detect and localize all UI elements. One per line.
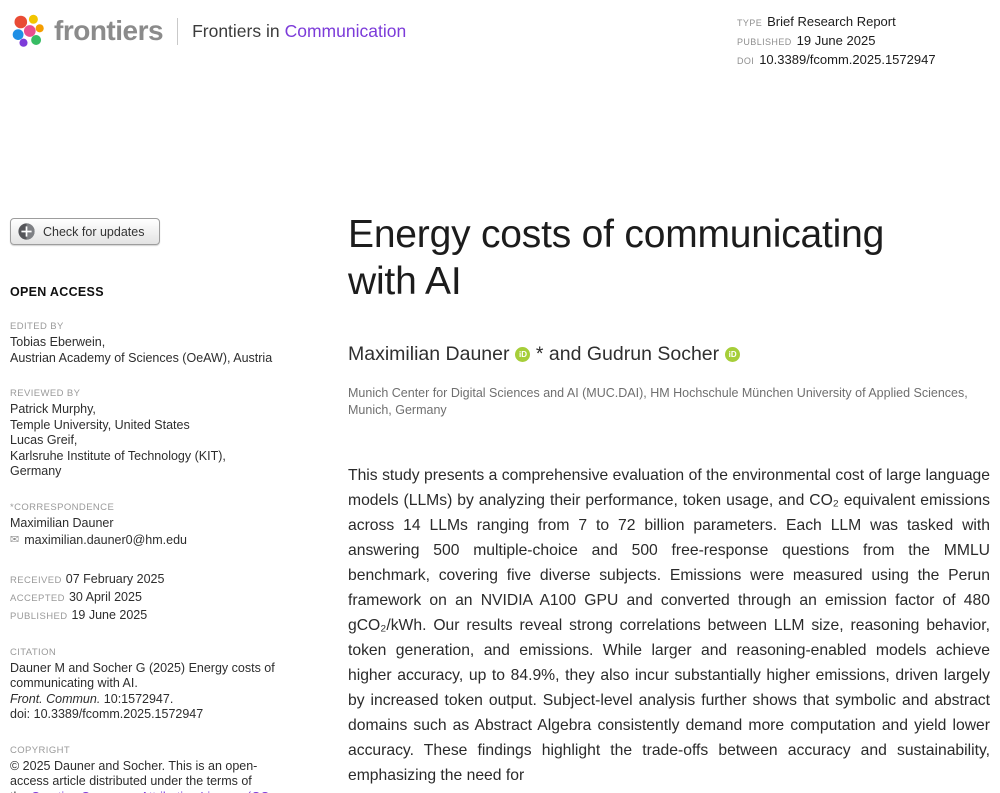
article-meta-block: TYPE Brief Research Report PUBLISHED 19 Ju… <box>737 13 936 70</box>
cc-by-license-link[interactable]: Creative Commons Attribution License (CC… <box>10 790 269 793</box>
check-for-updates-button[interactable]: Check for updates <box>10 218 161 245</box>
meta-published-label: PUBLISHED <box>737 37 792 47</box>
published-row: PUBLISHED 19 June 2025 <box>10 607 306 625</box>
correspondence-name: Maximilian Dauner <box>10 515 114 530</box>
reviewed-by-section: REVIEWED BY Patrick Murphy, Temple Unive… <box>10 388 306 480</box>
copyright-text: © 2025 Dauner and Socher. This is an ope… <box>10 759 272 793</box>
reviewer-name: Lucas Greif, <box>10 433 78 447</box>
edited-by-label: EDITED BY <box>10 321 64 332</box>
journal-header: frontiers Frontiers in Communication <box>10 13 406 49</box>
citation-text: Dauner M and Socher G (2025) Energy cost… <box>10 660 275 691</box>
received-row: RECEIVED 07 February 2025 <box>10 571 306 589</box>
correspondence-label: *CORRESPONDENCE <box>10 501 115 513</box>
published-value: 19 June 2025 <box>71 607 148 622</box>
reviewer-name: Patrick Murphy, <box>10 402 96 416</box>
author-2-name[interactable]: Gudrun Socher <box>586 343 720 365</box>
copyright-label: COPYRIGHT <box>10 744 71 756</box>
correspondence-section: *CORRESPONDENCE Maximilian Dauner ✉ maxi… <box>10 502 306 549</box>
orcid-icon[interactable]: iD <box>725 347 741 363</box>
author-line: Maximilian Dauner iD * and Gudrun Socher i… <box>348 343 990 366</box>
accepted-value: 30 April 2025 <box>68 589 142 604</box>
meta-type-value: Brief Research Report <box>767 14 896 29</box>
affiliation: Munich Center for Digital Sciences and A… <box>348 386 968 417</box>
accepted-label: ACCEPTED <box>10 592 65 604</box>
frontiers-logo-icon[interactable] <box>10 13 46 49</box>
meta-doi-label: DOI <box>737 56 755 66</box>
crossmark-icon <box>18 223 35 240</box>
citation-section: CITATION Dauner M and Socher G (2025) En… <box>10 647 306 723</box>
open-access-label: OPEN ACCESS <box>10 285 104 299</box>
meta-row-doi: DOI 10.3389/fcomm.2025.1572947 <box>737 51 936 70</box>
abstract-text: This study presents a comprehensive eval… <box>348 467 990 784</box>
meta-row-type: TYPE Brief Research Report <box>737 13 936 32</box>
article-main: Energy costs of communicating with AI Ma… <box>348 211 990 788</box>
accepted-row: ACCEPTED 30 April 2025 <box>10 589 306 607</box>
meta-published-value: 19 June 2025 <box>796 33 876 48</box>
check-for-updates-label: Check for updates <box>43 224 145 239</box>
correspondence-email-link[interactable]: maximilian.dauner0@hm.edu <box>24 533 187 547</box>
corresponding-author-mark: * <box>535 343 544 365</box>
edited-by-section: EDITED BY Tobias Eberwein, Austrian Acad… <box>10 321 306 366</box>
meta-doi-value: 10.3389/fcomm.2025.1572947 <box>759 52 936 67</box>
author-1-name[interactable]: Maximilian Dauner <box>348 343 510 365</box>
citation-doi: doi: 10.3389/fcomm.2025.1572947 <box>10 707 204 721</box>
article-title: Energy costs of communicating with AI <box>348 213 885 303</box>
copyright-text-before: © 2025 Dauner and Socher. This is an ope… <box>10 758 258 793</box>
published-label: PUBLISHED <box>10 610 68 622</box>
journal-prefix: Frontiers in <box>192 20 280 41</box>
email-icon: ✉ <box>10 534 20 546</box>
citation-journal-name: Front. Commun. <box>10 691 101 706</box>
sidebar: Check for updates OPEN ACCESS EDITED BY … <box>10 218 306 793</box>
journal-name-link[interactable]: Communication <box>284 20 407 41</box>
editor-affiliation: Austrian Academy of Sciences (OeAW), Aus… <box>10 350 273 365</box>
reviewed-by-label: REVIEWED BY <box>10 388 81 399</box>
meta-type-label: TYPE <box>737 18 763 28</box>
reviewer-affiliation: Karlsruhe Institute of Technology (KIT), <box>10 448 226 463</box>
author-separator: and <box>548 343 582 365</box>
reviewer-affiliation: Germany <box>10 464 62 478</box>
meta-row-published: PUBLISHED 19 June 2025 <box>737 32 936 51</box>
reviewer-affiliation: Temple University, United States <box>10 417 190 432</box>
frontiers-logo-text[interactable]: frontiers <box>54 15 164 46</box>
editor-name: Tobias Eberwein, <box>10 335 106 349</box>
citation-volume: 10:1572947. <box>103 691 174 706</box>
citation-label: CITATION <box>10 646 57 658</box>
received-value: 07 February 2025 <box>65 571 165 586</box>
received-label: RECEIVED <box>10 574 62 586</box>
copyright-section: COPYRIGHT © 2025 Dauner and Socher. This… <box>10 745 306 793</box>
dates-section: RECEIVED 07 February 2025 ACCEPTED 30 Apri… <box>10 571 306 625</box>
orcid-icon[interactable]: iD <box>515 347 531 363</box>
header-divider <box>177 17 179 45</box>
citation-journal-line: Front. Commun. 10:1572947. <box>10 692 278 708</box>
correspondence-email-row: ✉ maximilian.dauner0@hm.edu <box>10 533 306 549</box>
